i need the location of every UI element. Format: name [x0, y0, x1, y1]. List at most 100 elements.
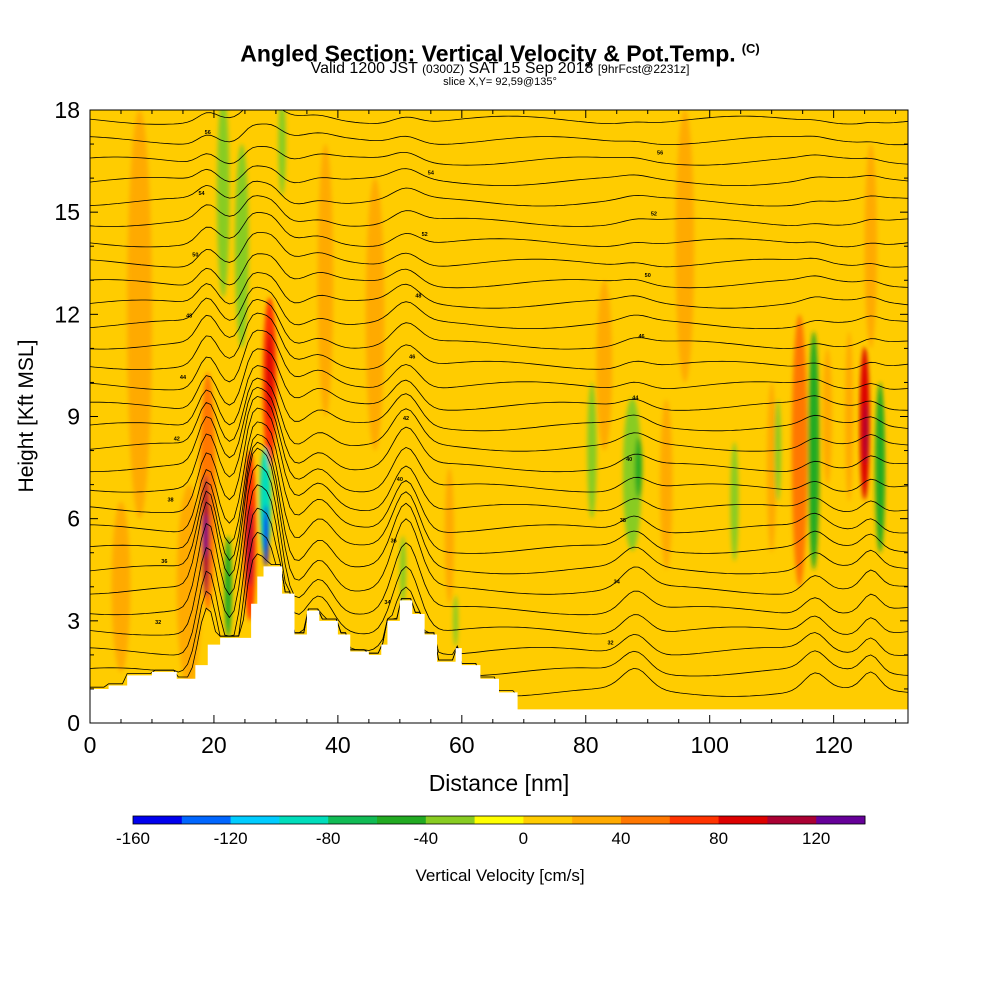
velocity-cell [864, 144, 878, 349]
isentrope-line [90, 507, 908, 656]
velocity-cell [596, 280, 613, 451]
isentrope-line [90, 232, 908, 268]
isentrope-line [90, 377, 908, 452]
isentrope-line [90, 433, 908, 554]
velocity-cell [863, 402, 869, 465]
colorbar-tick-label: -120 [214, 829, 248, 848]
isentrope-label: 42 [174, 436, 180, 442]
x-tick-label: 100 [691, 732, 729, 758]
velocity-cell [730, 442, 739, 562]
velocity-cell [265, 331, 274, 420]
isentrope-label: 38 [167, 498, 173, 504]
colorbar-swatch [474, 816, 524, 824]
y-tick-label: 0 [67, 710, 80, 736]
velocity-cell [317, 144, 334, 417]
isentrope-line [90, 253, 908, 289]
colorbar-swatch [133, 816, 183, 824]
velocity-cell [767, 382, 777, 553]
isentrope-label: 54 [198, 191, 205, 197]
isentrope-line [90, 464, 908, 616]
isentrope-line [90, 348, 908, 411]
colorbar-swatch [669, 816, 720, 824]
isentrope-line [90, 110, 908, 125]
slice-label: slice X,Y= 92,59@135° [443, 76, 557, 88]
velocity-cell [622, 397, 642, 552]
velocity-cell [176, 484, 202, 689]
isentrope-label: 34 [614, 579, 621, 585]
chart-title: Angled Section: Vertical Velocity & Pot.… [240, 40, 760, 67]
colorbar-tick-label: 80 [709, 829, 728, 848]
velocity-cell [889, 212, 902, 553]
isentrope-label: 46 [409, 355, 415, 361]
y-tick-label: 3 [67, 608, 80, 634]
isentrope-line [90, 531, 908, 677]
isentrope-label: 48 [415, 293, 421, 299]
isentrope-line [90, 395, 908, 493]
isentrope-label: 40 [397, 477, 403, 483]
velocity-cell [791, 314, 808, 587]
isentrope-line [90, 165, 908, 187]
velocity-cell [477, 110, 496, 281]
isentrope-line [90, 180, 908, 207]
colorbar-swatch [621, 816, 671, 824]
utc-time: (0300Z) [422, 62, 465, 76]
velocity-cell [217, 110, 230, 298]
colorbar-swatch [377, 816, 427, 824]
y-tick-label: 15 [54, 199, 80, 225]
valid-time: Valid 1200 JST [310, 60, 418, 77]
isentrope-label: 36 [391, 539, 397, 545]
velocity-cell [224, 535, 232, 638]
y-axis-label: Height [Kft MSL] [15, 340, 38, 493]
velocity-cell [263, 505, 269, 567]
isentrope-line [90, 298, 908, 350]
isentrope-line [90, 365, 908, 432]
colorbar-swatch [572, 816, 622, 824]
isentrope-line [90, 83, 908, 104]
velocity-cell [808, 331, 820, 570]
velocity-cell [634, 436, 643, 499]
colorbar-tick-label: -40 [414, 829, 439, 848]
colorbar-tick-label: 40 [612, 829, 631, 848]
velocity-cell [660, 399, 673, 570]
velocity-cell [875, 382, 886, 553]
isentrope-line [90, 329, 908, 391]
colorbar-swatch [816, 816, 866, 824]
isentrope-label: 54 [428, 171, 435, 177]
y-tick-label: 12 [54, 301, 80, 327]
colorbar-swatch [718, 816, 768, 824]
colorbar-swatch [181, 816, 232, 824]
isentrope-label: 40 [626, 457, 632, 463]
isentrope-label: 50 [645, 273, 651, 279]
x-tick-label: 20 [201, 732, 227, 758]
velocity-cell [127, 110, 152, 519]
colorbar-swatch [425, 816, 476, 824]
velocity-cell [365, 178, 385, 451]
velocity-cell [675, 110, 695, 383]
isentrope-line [90, 441, 908, 575]
isentrope-line [90, 123, 908, 146]
chart-subtitle: Valid 1200 JST (0300Z) SAT 15 Sep 2018 [… [0, 60, 1000, 78]
colorbar-tick-label: -160 [116, 829, 150, 848]
isentrope-line [90, 146, 908, 166]
isentrope-line [90, 447, 908, 595]
isentrope-line [90, 195, 908, 227]
colorbar-swatch [328, 816, 378, 824]
colorbar-label: Vertical Velocity [cm/s] [415, 866, 584, 885]
velocity-cell [278, 110, 286, 196]
isentrope-line [90, 386, 908, 473]
isentrope-label: 52 [651, 212, 657, 218]
isentrope-label: 56 [205, 130, 211, 136]
colorbar-frame [132, 815, 866, 825]
colorbar-swatch [767, 816, 817, 824]
isentrope-label: 32 [155, 620, 161, 626]
velocity-cell [111, 501, 131, 672]
isentrope-label: 42 [403, 416, 409, 422]
colorbar-tick-label: 120 [802, 829, 830, 848]
x-tick-label: 40 [325, 732, 351, 758]
isentrope-line [90, 312, 908, 370]
colorbar-tick-label: 0 [519, 829, 528, 848]
isentrope-label: 44 [180, 375, 187, 381]
valid-date: SAT 15 Sep 2018 [468, 60, 594, 77]
isentrope-label: 32 [607, 641, 613, 647]
x-axis-label: Distance [nm] [429, 770, 570, 796]
